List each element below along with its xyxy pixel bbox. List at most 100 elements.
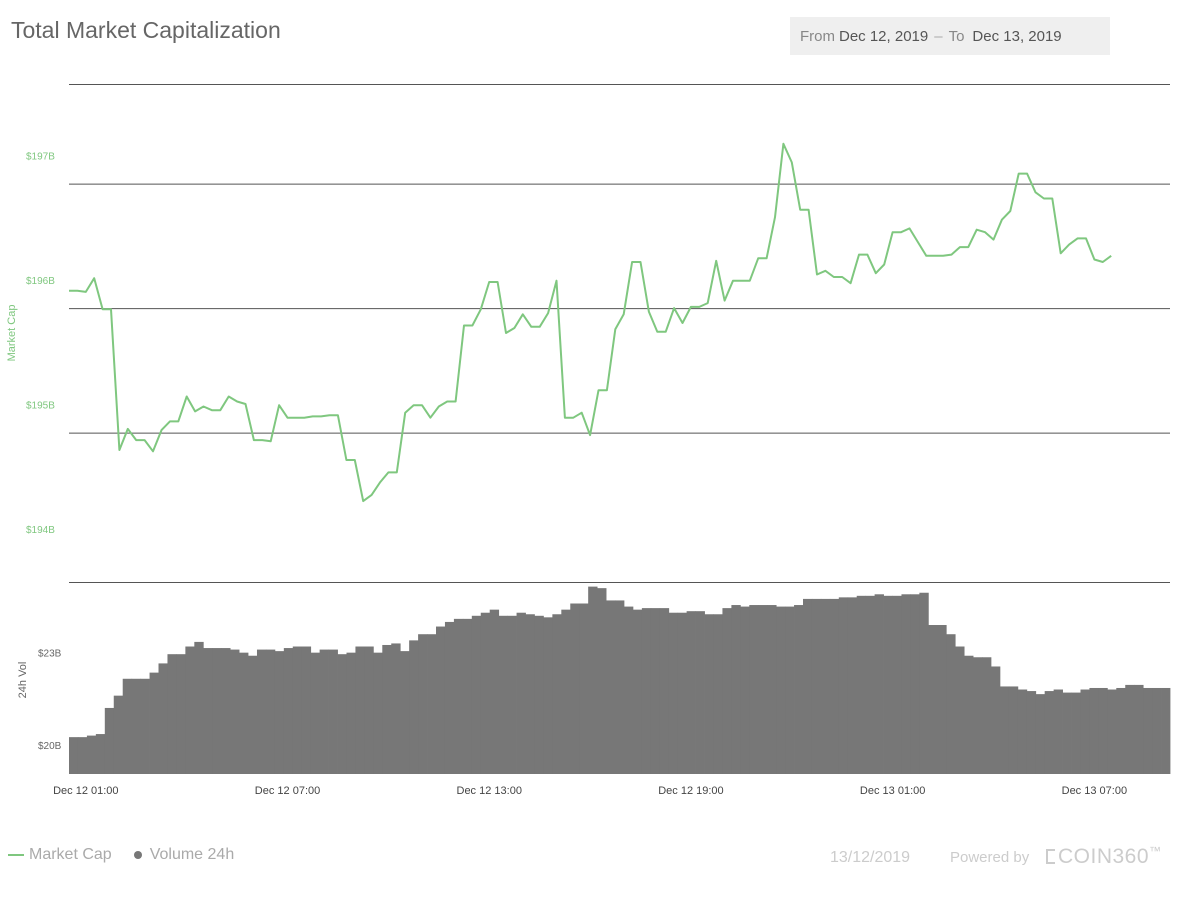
volume-bar	[1134, 684, 1144, 774]
volume-bar	[391, 643, 401, 774]
volume-bar	[740, 606, 750, 774]
x-tick-label: Dec 12 01:00	[53, 785, 118, 797]
volume-bar	[292, 646, 303, 774]
volume-bar	[999, 686, 1010, 774]
volume-bar	[632, 609, 643, 774]
volume-bar	[1107, 689, 1117, 774]
volume-bar	[964, 655, 974, 774]
volume-bar	[462, 618, 473, 774]
volume-bar	[185, 646, 195, 774]
volume-bar	[444, 621, 455, 774]
volume-bar	[77, 737, 88, 774]
volume-bar	[140, 678, 150, 774]
volume-bar	[1044, 691, 1055, 774]
volume-bar	[865, 595, 876, 774]
date-range-from-label: From	[800, 27, 835, 45]
volume-bar	[364, 646, 374, 774]
coin360-logo[interactable]: COIN360™	[1046, 844, 1162, 869]
volume-bar	[1125, 684, 1135, 774]
volume-bar	[874, 594, 884, 774]
volume-tick-label: $20B	[38, 741, 62, 752]
volume-bar	[552, 614, 562, 774]
volume-bar	[337, 654, 347, 774]
volume-bar	[167, 654, 177, 774]
market-cap-line	[69, 142, 1112, 503]
volume-bar	[355, 646, 365, 774]
volume-bar	[1035, 694, 1046, 774]
volume-bar	[767, 605, 777, 774]
volume-bar	[847, 597, 858, 774]
volume-bar	[731, 605, 741, 774]
volume-bar	[543, 617, 553, 774]
volume-bar	[722, 608, 732, 774]
volume-bar	[525, 614, 535, 774]
date-range-to[interactable]: Dec 13, 2019	[972, 27, 1062, 45]
x-tick-label: Dec 13 07:00	[1062, 785, 1127, 797]
date-range-from[interactable]: Dec 12, 2019	[839, 27, 929, 45]
volume-bar	[776, 606, 786, 774]
volume-bar	[516, 612, 526, 774]
volume-bar	[641, 608, 652, 774]
volume-bar	[785, 606, 795, 774]
y-axis-title: Market Cap	[6, 305, 18, 362]
coin360-brand: COIN360	[1058, 845, 1150, 868]
volume-bar	[659, 608, 670, 774]
y-tick-label: $195B	[26, 401, 55, 412]
date-range-picker[interactable]: From Dec 12, 2019 – To Dec 13, 2019	[790, 17, 1110, 55]
volume-bar	[758, 605, 768, 774]
coin360-logo-icon	[1046, 849, 1055, 864]
volume-bar	[803, 598, 813, 774]
date-range-separator: –	[934, 27, 943, 45]
volume-axis-title: 24h Vol	[17, 662, 29, 699]
volume-bar	[248, 655, 258, 774]
volume-bar	[686, 611, 696, 774]
volume-bar	[239, 652, 249, 774]
volume-bar	[1161, 687, 1171, 774]
y-tick-label: $197B	[26, 152, 55, 163]
volume-bar	[910, 594, 920, 774]
volume-bar	[256, 649, 267, 774]
volume-bar	[122, 678, 133, 774]
volume-bar	[1116, 687, 1126, 774]
footer-date: 13/12/2019	[830, 849, 911, 866]
volume-bar	[570, 603, 580, 774]
volume-bar	[400, 651, 410, 774]
volume-bar	[534, 615, 544, 774]
volume-bar	[95, 734, 106, 774]
powered-by-label: Powered by	[950, 849, 1030, 866]
volume-bar	[937, 625, 947, 774]
volume-bar	[615, 600, 625, 774]
legend-market-cap[interactable]: Market Cap	[29, 846, 112, 863]
trademark-sign: ™	[1149, 844, 1162, 858]
volume-bar	[69, 737, 79, 774]
volume-bar	[471, 615, 482, 774]
volume-bar	[623, 606, 634, 774]
volume-bar	[319, 649, 329, 774]
volume-bar	[176, 654, 186, 774]
volume-bar	[928, 625, 938, 774]
volume-bar	[301, 646, 312, 774]
volume-bar	[829, 598, 840, 774]
volume-bar	[230, 649, 240, 774]
volume-bar	[579, 603, 589, 774]
volume-bar	[453, 618, 464, 774]
volume-bar	[436, 626, 446, 774]
x-tick-label: Dec 12 07:00	[255, 785, 320, 797]
date-range-to-label: To	[948, 27, 965, 45]
volume-bar	[713, 614, 723, 774]
volume-bar	[203, 648, 213, 774]
chart-title: Total Market Capitalization	[11, 17, 281, 43]
legend-volume[interactable]: Volume 24h	[149, 846, 235, 863]
volume-bar	[489, 609, 500, 774]
volume-bar	[820, 598, 831, 774]
volume-bar	[1098, 687, 1108, 774]
volume-bar	[704, 614, 714, 774]
y-tick-label: $196B	[26, 276, 55, 287]
volume-bar	[283, 648, 294, 774]
volume-bar	[1089, 687, 1099, 774]
volume-bar	[346, 652, 356, 774]
volume-bar	[946, 634, 956, 774]
volume-bar	[212, 648, 222, 774]
volume-bar	[982, 657, 992, 774]
volume-bar	[973, 657, 983, 774]
